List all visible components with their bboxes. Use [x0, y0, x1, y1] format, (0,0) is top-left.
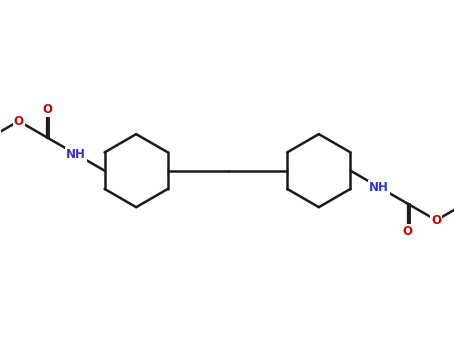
Text: NH: NH	[369, 181, 389, 194]
Text: O: O	[431, 214, 441, 227]
Text: O: O	[42, 103, 52, 116]
Text: O: O	[403, 225, 413, 238]
Text: NH: NH	[66, 148, 86, 161]
Text: O: O	[14, 114, 24, 128]
